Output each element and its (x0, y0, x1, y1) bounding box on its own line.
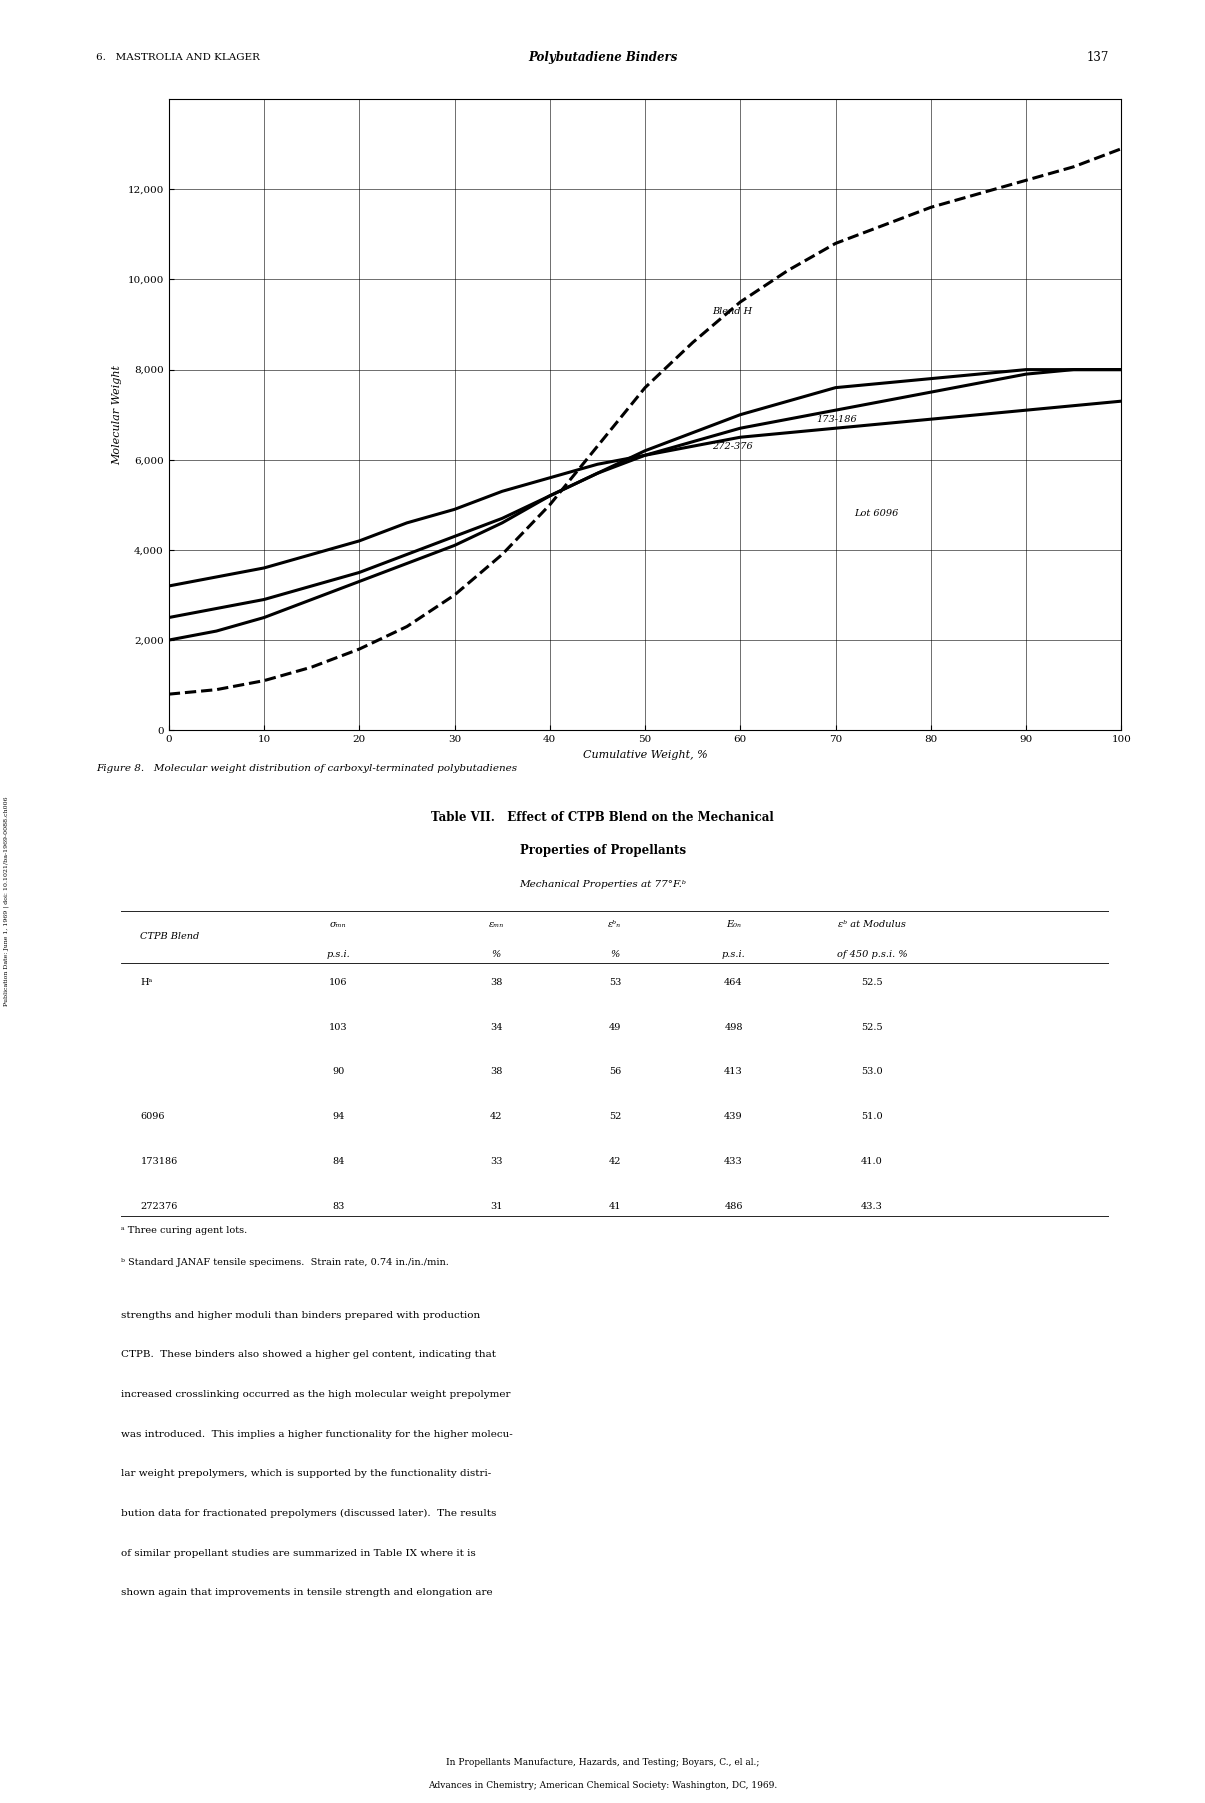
Text: 6.   MASTROLIA AND KLAGER: 6. MASTROLIA AND KLAGER (96, 54, 260, 61)
Text: 498: 498 (724, 1022, 742, 1031)
Text: shown again that improvements in tensile strength and elongation are: shown again that improvements in tensile… (120, 1588, 492, 1597)
Text: of 450 p.s.i. %: of 450 p.s.i. % (836, 950, 906, 959)
Text: ᵃ Three curing agent lots.: ᵃ Three curing agent lots. (120, 1226, 247, 1235)
Text: 53: 53 (609, 977, 621, 986)
Text: 486: 486 (724, 1201, 742, 1210)
Text: εᵇ at Modulus: εᵇ at Modulus (837, 920, 905, 929)
Text: In Propellants Manufacture, Hazards, and Testing; Boyars, C., el al.;: In Propellants Manufacture, Hazards, and… (446, 1758, 759, 1767)
Text: 272376: 272376 (140, 1201, 177, 1210)
Text: εₘₙ: εₘₙ (488, 920, 504, 929)
Text: 173-186: 173-186 (816, 415, 857, 424)
Text: 52.5: 52.5 (860, 977, 882, 986)
Text: Hᵃ: Hᵃ (140, 977, 153, 986)
Text: εᵇₙ: εᵇₙ (609, 920, 621, 929)
Text: Blend H: Blend H (711, 307, 752, 316)
Text: 42: 42 (489, 1112, 502, 1121)
Text: 34: 34 (489, 1022, 502, 1031)
Text: 464: 464 (724, 977, 742, 986)
Text: 53.0: 53.0 (860, 1067, 882, 1076)
Text: 173186: 173186 (140, 1158, 177, 1167)
Text: 49: 49 (609, 1022, 621, 1031)
Text: 84: 84 (331, 1158, 345, 1167)
Text: 38: 38 (489, 977, 502, 986)
Text: %: % (610, 950, 619, 959)
Text: 439: 439 (724, 1112, 742, 1121)
Text: p.s.i.: p.s.i. (722, 950, 745, 959)
Text: 137: 137 (1086, 50, 1109, 65)
Text: 413: 413 (724, 1067, 742, 1076)
Text: E₀ₙ: E₀ₙ (725, 920, 741, 929)
Text: 6096: 6096 (140, 1112, 165, 1121)
Text: 41: 41 (609, 1201, 621, 1210)
Text: strengths and higher moduli than binders prepared with production: strengths and higher moduli than binders… (120, 1311, 480, 1320)
Text: increased crosslinking occurred as the high molecular weight prepolymer: increased crosslinking occurred as the h… (120, 1390, 510, 1399)
Text: Figure 8.   Molecular weight distribution of carboxyl-terminated polybutadienes: Figure 8. Molecular weight distribution … (96, 764, 517, 773)
Text: 94: 94 (331, 1112, 345, 1121)
Text: 43.3: 43.3 (860, 1201, 882, 1210)
X-axis label: Cumulative Weight, %: Cumulative Weight, % (582, 750, 707, 759)
Text: lar weight prepolymers, which is supported by the functionality distri-: lar weight prepolymers, which is support… (120, 1469, 490, 1478)
Text: 103: 103 (329, 1022, 347, 1031)
Text: p.s.i.: p.s.i. (327, 950, 349, 959)
Text: Table VII.   Effect of CTPB Blend on the Mechanical: Table VII. Effect of CTPB Blend on the M… (431, 811, 774, 824)
Text: 106: 106 (329, 977, 347, 986)
Text: CTPB Blend: CTPB Blend (140, 932, 200, 941)
Text: 272-376: 272-376 (711, 442, 752, 451)
Text: 56: 56 (609, 1067, 621, 1076)
Text: 52: 52 (609, 1112, 621, 1121)
Text: was introduced.  This implies a higher functionality for the higher molecu-: was introduced. This implies a higher fu… (120, 1430, 512, 1439)
Text: 83: 83 (331, 1201, 345, 1210)
Text: %: % (492, 950, 500, 959)
Text: 31: 31 (489, 1201, 502, 1210)
Text: Properties of Propellants: Properties of Propellants (519, 844, 686, 856)
Text: Lot 6096: Lot 6096 (854, 510, 899, 517)
Text: 42: 42 (609, 1158, 621, 1167)
Text: Advances in Chemistry; American Chemical Society: Washington, DC, 1969.: Advances in Chemistry; American Chemical… (428, 1781, 777, 1790)
Text: of similar propellant studies are summarized in Table IX where it is: of similar propellant studies are summar… (120, 1549, 475, 1558)
Text: Polybutadiene Binders: Polybutadiene Binders (528, 50, 677, 65)
Text: ᵇ Standard JANAF tensile specimens.  Strain rate, 0.74 in./in./min.: ᵇ Standard JANAF tensile specimens. Stra… (120, 1258, 448, 1268)
Text: σₘₙ: σₘₙ (330, 920, 346, 929)
Text: 90: 90 (331, 1067, 343, 1076)
Text: 33: 33 (489, 1158, 502, 1167)
Text: bution data for fractionated prepolymers (discussed later).  The results: bution data for fractionated prepolymers… (120, 1509, 495, 1518)
Text: CTPB.  These binders also showed a higher gel content, indicating that: CTPB. These binders also showed a higher… (120, 1350, 495, 1359)
Text: 38: 38 (489, 1067, 502, 1076)
Y-axis label: Molecular Weight: Molecular Weight (112, 364, 122, 465)
Text: 52.5: 52.5 (860, 1022, 882, 1031)
Text: Mechanical Properties at 77°F.ᵇ: Mechanical Properties at 77°F.ᵇ (519, 880, 686, 889)
Text: 41.0: 41.0 (860, 1158, 882, 1167)
Text: Publication Date: June 1, 1969 | doi: 10.1021/ba-1969-0088.ch006: Publication Date: June 1, 1969 | doi: 10… (4, 797, 8, 1006)
Text: 51.0: 51.0 (860, 1112, 882, 1121)
Text: 433: 433 (724, 1158, 742, 1167)
